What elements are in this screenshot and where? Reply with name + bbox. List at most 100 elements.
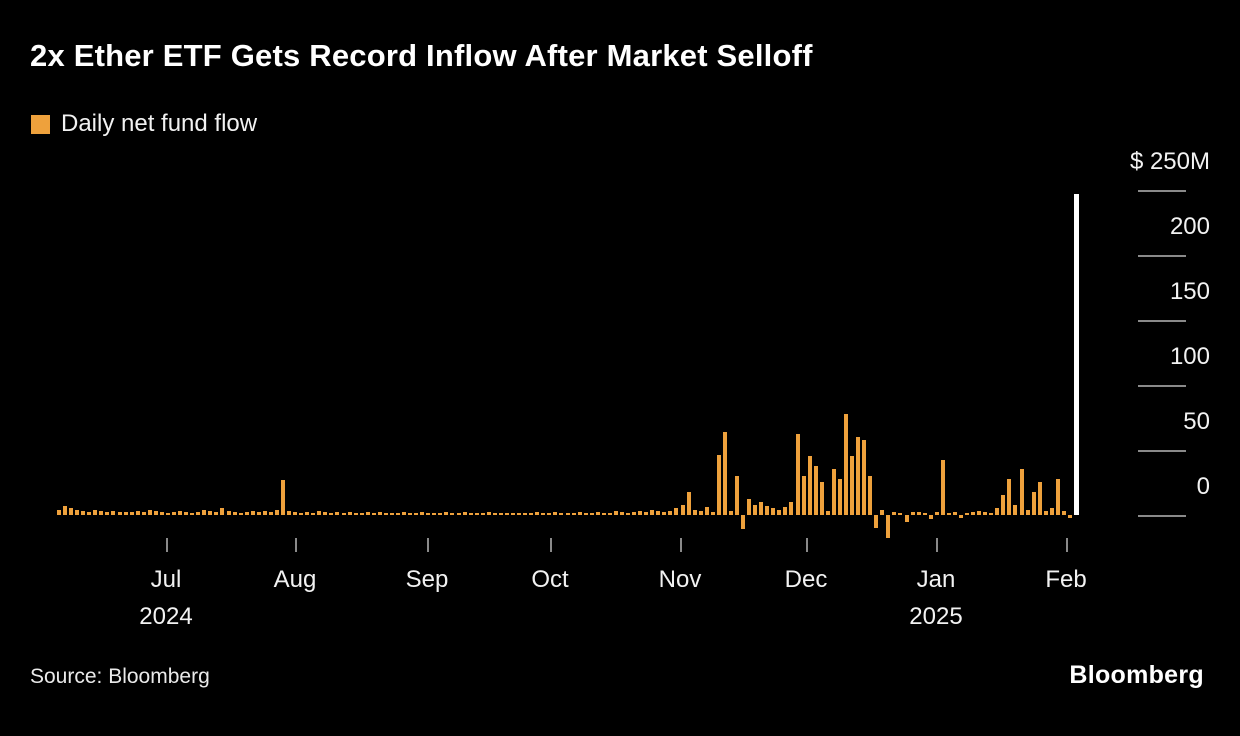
bar <box>850 456 854 515</box>
bar <box>614 511 618 515</box>
y-tick-mark <box>1138 450 1186 452</box>
bar <box>638 511 642 515</box>
bar <box>868 476 872 515</box>
y-tick-label: 50 <box>1183 408 1210 435</box>
bar <box>656 511 660 515</box>
bar <box>227 511 231 515</box>
bar <box>372 513 376 515</box>
bar <box>753 505 757 515</box>
bar <box>63 506 67 515</box>
bar <box>93 510 97 515</box>
bar <box>590 513 594 515</box>
bar <box>154 511 158 515</box>
bar-plot-area <box>57 190 1079 550</box>
x-year-label: 2024 <box>139 603 193 630</box>
bar <box>432 513 436 515</box>
bar <box>584 513 588 515</box>
bar <box>275 510 279 515</box>
bar <box>160 512 164 515</box>
bar <box>796 434 800 515</box>
bar <box>523 513 527 515</box>
y-tick-label: $ 250M <box>1129 148 1210 175</box>
bar <box>118 512 122 515</box>
bar <box>935 512 939 515</box>
bar <box>693 510 697 515</box>
bar <box>172 512 176 515</box>
bar <box>596 512 600 515</box>
bar <box>124 512 128 515</box>
y-axis: $ 250M 200 150 100 50 0 <box>1100 0 1210 560</box>
bar <box>208 511 212 515</box>
bar <box>880 510 884 515</box>
legend: Daily net fund flow <box>31 110 257 138</box>
bar <box>783 507 787 515</box>
bar <box>602 513 606 515</box>
bar <box>777 510 781 515</box>
bloomberg-logo: Bloomberg <box>1069 661 1204 689</box>
bar <box>438 513 442 515</box>
bar <box>378 512 382 515</box>
bar <box>233 512 237 515</box>
x-month-label: Oct <box>531 566 569 593</box>
bar <box>354 513 358 515</box>
bar <box>505 513 509 515</box>
bar <box>971 512 975 515</box>
bar <box>1020 469 1024 515</box>
bar <box>184 512 188 515</box>
bar <box>329 513 333 515</box>
bar <box>366 512 370 515</box>
bar <box>105 512 109 515</box>
x-tick-mark <box>295 538 297 552</box>
bar <box>130 512 134 515</box>
bar <box>947 513 951 515</box>
x-tick-mark <box>550 538 552 552</box>
x-tick-mark <box>166 538 168 552</box>
bar <box>99 511 103 515</box>
x-tick-mark <box>1066 538 1068 552</box>
bar <box>323 512 327 515</box>
bar <box>626 513 630 515</box>
bar <box>898 513 902 515</box>
x-month-label: Feb <box>1045 566 1087 593</box>
bar <box>202 510 206 515</box>
y-tick-label: 150 <box>1169 278 1210 305</box>
bar <box>723 432 727 515</box>
bar <box>178 511 182 515</box>
bar <box>705 507 709 515</box>
bar <box>650 510 654 515</box>
bar <box>1068 515 1072 518</box>
bar <box>214 512 218 515</box>
bar <box>196 512 200 515</box>
bar <box>929 515 933 519</box>
bar <box>414 513 418 515</box>
bar <box>608 513 612 515</box>
bar <box>547 513 551 515</box>
bar <box>856 437 860 515</box>
bar <box>735 476 739 515</box>
bar <box>390 513 394 515</box>
bar <box>287 511 291 515</box>
bar <box>644 512 648 515</box>
bar <box>802 476 806 515</box>
bar <box>408 513 412 515</box>
bar <box>771 508 775 515</box>
bar <box>838 479 842 515</box>
bar <box>305 512 309 515</box>
bar <box>687 492 691 515</box>
y-tick-label: 100 <box>1169 343 1210 370</box>
bar <box>983 512 987 515</box>
x-tick-mark <box>936 538 938 552</box>
bar <box>892 512 896 515</box>
y-tick-mark <box>1138 320 1186 322</box>
bar <box>245 512 249 515</box>
bar <box>844 414 848 515</box>
bar <box>293 512 297 515</box>
x-month-label: Dec <box>784 566 828 593</box>
bar <box>1013 505 1017 515</box>
bar <box>905 515 909 522</box>
x-year-label: 2025 <box>909 603 963 630</box>
bar <box>953 512 957 515</box>
bar <box>814 466 818 515</box>
bar <box>469 513 473 515</box>
